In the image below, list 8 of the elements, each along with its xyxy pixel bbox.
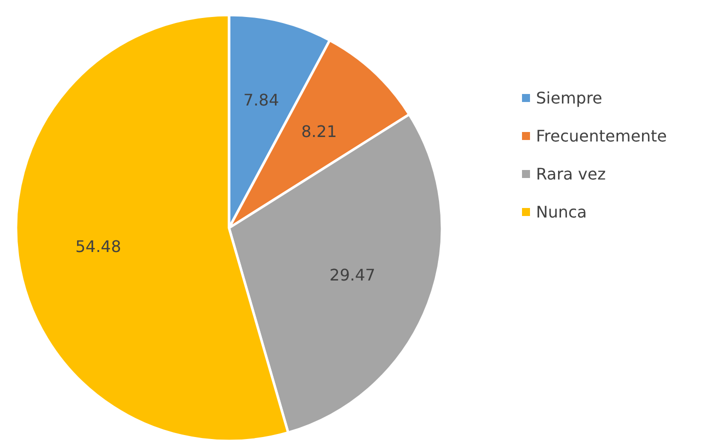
legend-label: Frecuentemente (536, 126, 667, 146)
data-label: 54.48 (75, 237, 122, 256)
legend-label: Siempre (536, 88, 602, 108)
data-label: 29.47 (330, 265, 376, 284)
legend-label: Nunca (536, 202, 587, 222)
data-label: 8.21 (301, 122, 337, 141)
data-label: 7.84 (243, 90, 280, 110)
legend-label: Rara vez (536, 164, 606, 184)
